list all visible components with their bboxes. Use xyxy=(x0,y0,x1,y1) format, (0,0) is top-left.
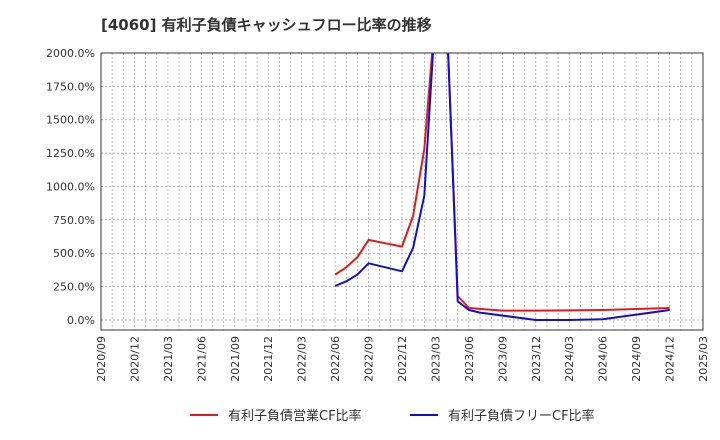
x-tick-label: 2021/09 xyxy=(229,336,242,382)
y-tick-label: 1500.0% xyxy=(46,114,95,127)
legend-label-1: 有利子負債営業CF比率 xyxy=(228,408,362,424)
x-tick-label: 2024/12 xyxy=(664,336,677,382)
series-line-2 xyxy=(334,53,670,321)
x-tick-label: 2023/12 xyxy=(530,336,543,382)
x-tick-label: 2023/06 xyxy=(463,336,476,382)
x-tick-label: 2023/03 xyxy=(429,336,442,382)
series-line-1 xyxy=(334,53,670,312)
x-tick-label: 2024/09 xyxy=(630,336,643,382)
x-tick-label: 2021/12 xyxy=(262,336,275,382)
x-tick-label: 2021/03 xyxy=(162,336,175,382)
legend-label-2: 有利子負債フリーCF比率 xyxy=(448,408,595,424)
y-tick-label: 1750.0% xyxy=(46,80,95,93)
y-tick-label: 2000.0% xyxy=(46,47,95,60)
x-tick-label: 2022/06 xyxy=(329,336,342,382)
y-tick-label: 0.0% xyxy=(67,314,95,327)
series-layer xyxy=(334,53,670,321)
x-tick-label: 2024/03 xyxy=(563,336,576,382)
chart-title: [4060] 有利子負債キャッシュフロー比率の推移 xyxy=(101,16,432,34)
x-tick-label: 2022/03 xyxy=(296,336,309,382)
y-tick-label: 1250.0% xyxy=(46,147,95,160)
x-axis-ticks: 2020/09 2020/12 2021/03 2021/06 2021/09 2021/… xyxy=(95,336,710,382)
y-tick-label: 1000.0% xyxy=(46,180,95,193)
x-tick-label: 2020/12 xyxy=(128,336,141,382)
x-tick-label: 2022/12 xyxy=(396,336,409,382)
x-tick-label: 2023/09 xyxy=(496,336,509,382)
x-tick-label: 2022/09 xyxy=(363,336,376,382)
y-tick-label: 250.0% xyxy=(53,281,95,294)
y-tick-label: 750.0% xyxy=(53,214,95,227)
y-tick-label: 500.0% xyxy=(53,247,95,260)
x-tick-label: 2025/03 xyxy=(697,336,710,382)
x-tick-label: 2020/09 xyxy=(95,336,108,382)
y-axis-ticks: 2000.0% 1750.0% 1500.0% 1250.0% 1000.0% 750.0… xyxy=(46,47,95,327)
x-tick-label: 2024/06 xyxy=(597,336,610,382)
x-tick-label: 2021/06 xyxy=(195,336,208,382)
plot-area xyxy=(101,53,703,330)
legend: 有利子負債営業CF比率 有利子負債フリーCF比率 xyxy=(190,408,595,424)
plot-frame xyxy=(100,52,704,331)
